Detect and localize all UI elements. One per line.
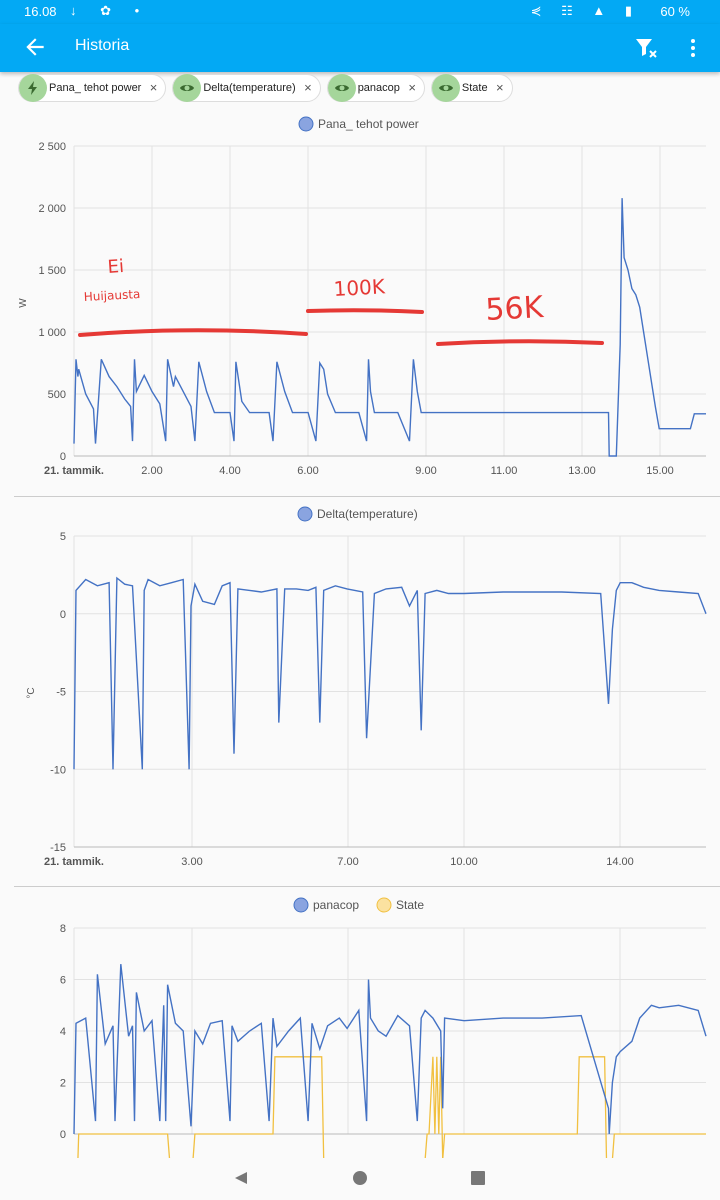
y-tick-label: 5 [60,531,66,543]
legend-swatch-state[interactable] [376,897,392,913]
chip-remove-icon[interactable]: × [304,80,312,95]
chip-remove-icon[interactable]: × [408,80,416,95]
y-tick-label: 1 500 [38,265,66,277]
y-tick-label: -5 [56,687,66,699]
more-vert-icon[interactable] [688,36,698,60]
chip-delta-temperature[interactable]: Delta(temperature) × [172,74,321,102]
legend-swatch[interactable] [298,116,314,132]
legend-label-panacop[interactable]: panacop [313,898,359,912]
app-bar: Historia [0,24,720,72]
system-nav-bar [0,1158,720,1200]
x-tick-label: 9.00 [415,465,436,477]
y-tick-label: 0 [60,609,66,621]
x-tick-label: 14.00 [606,856,634,868]
annotation-100k: 100K [333,274,386,301]
page-title: Historia [75,37,130,54]
chip-pana-tehot-power[interactable]: Pana_ tehot power × [18,74,167,102]
chart-divider [14,496,720,497]
series-line [73,198,706,457]
notification-icons: ↓ ✿ • [70,3,150,18]
chip-remove-icon[interactable]: × [496,80,504,95]
y-tick-label: 500 [48,389,66,401]
annotation-ei: Ei [107,256,125,278]
entity-chips: Pana_ tehot power × Delta(temperature) ×… [18,74,519,102]
y-tick-label: 1 000 [38,327,66,339]
chip-remove-icon[interactable]: × [149,80,158,95]
y-tick-label: 8 [60,923,66,935]
x-tick-label: 11.00 [491,465,518,477]
chip-label: State [461,82,488,94]
x-tick-label: 4.00 [219,465,240,477]
system-icons: ⋞ ☷ ▲ ▮ [530,3,640,18]
eye-icon [327,74,356,102]
y-tick-label: 0 [60,1129,66,1141]
x-tick-label: 6.00 [297,465,318,477]
legend-swatch[interactable] [297,506,313,522]
chip-panacop[interactable]: panacop × [326,74,425,102]
nav-back-icon[interactable] [233,1170,249,1186]
legend-label[interactable]: Delta(temperature) [317,507,418,521]
lightning-icon [19,74,47,102]
chip-label: panacop [357,82,400,94]
status-time: 16.08 [24,4,57,19]
y-tick-label: -10 [50,764,66,776]
y-axis-label: °C [26,687,37,698]
series-line [73,576,707,770]
x-tick-label: 3.00 [181,856,202,868]
delta-temperature-chart: Delta(temperature) °C 5 0 -5 -10 -15 21. tamm… [26,506,707,868]
chip-label: Pana_ tehot power [49,82,142,94]
eye-icon [431,74,460,102]
annotation-56k: 56K [485,290,546,328]
y-tick-label: 2 000 [38,203,66,215]
nav-home-icon[interactable] [352,1170,368,1186]
chip-state[interactable]: State × [430,74,513,102]
nav-recents-icon[interactable] [470,1170,486,1186]
y-tick-label: 2 500 [38,141,66,153]
x-tick-label: 13.00 [568,465,596,477]
status-bar: 16.08 ↓ ✿ • ⋞ ☷ ▲ ▮ 60 % [0,0,720,24]
x-tick-label: 7.00 [337,856,358,868]
back-arrow-icon[interactable] [22,34,48,60]
y-tick-label: 2 [60,1078,66,1090]
x-tick-label: 21. tammik. [44,856,104,868]
eye-icon [173,74,202,102]
annotation-huijausta: Huijausta [83,287,140,304]
legend-swatch-panacop[interactable] [293,897,309,913]
chart-divider [14,886,720,887]
x-tick-label: 21. tammik. [44,465,104,477]
x-tick-label: 15.00 [646,465,674,477]
annotation-stroke [436,339,604,346]
annotation-stroke [306,308,424,314]
legend-label-state[interactable]: State [396,898,424,912]
y-tick-label: 4 [60,1026,66,1038]
y-tick-label: 0 [60,451,66,463]
chip-label: Delta(temperature) [203,82,296,94]
filter-clear-icon[interactable] [634,36,658,60]
battery-level: 60 % [660,4,690,19]
series-line-panacop [73,964,707,1135]
y-axis-label: W [18,298,29,308]
series-line-state [77,1056,706,1158]
panacop-state-chart: panacop State 8 6 4 2 0 [60,897,707,1158]
y-tick-label: -15 [50,842,66,854]
x-tick-label: 10.00 [450,856,478,868]
y-tick-label: 6 [60,975,66,987]
power-chart: Pana_ tehot power W 2 500 2 000 1 500 1 000… [18,116,706,477]
annotation-stroke [78,328,308,337]
x-tick-label: 2.00 [141,465,162,477]
legend-label[interactable]: Pana_ tehot power [318,117,419,131]
